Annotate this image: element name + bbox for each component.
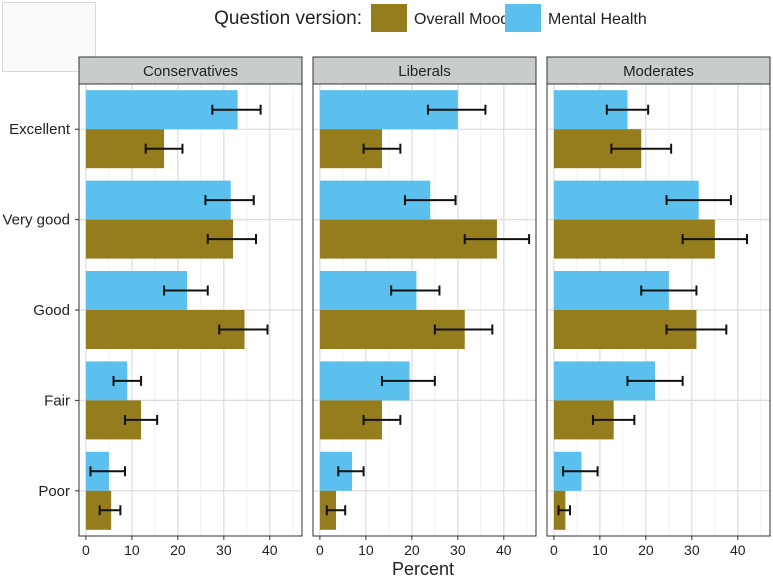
y-tick-label-excellent: Excellent [9, 121, 71, 138]
legend-title: Question version: [214, 8, 362, 29]
y-tick-label-fair: Fair [44, 392, 70, 409]
thumbnail-preview [2, 2, 96, 72]
legend-swatch-overall-mood [371, 4, 407, 32]
x-tick-label: 40 [262, 542, 278, 558]
x-tick-label: 40 [496, 542, 512, 558]
legend-label-mental-health: Mental Health [548, 11, 647, 28]
panel-title-liberals: Liberals [398, 63, 451, 80]
x-tick-label: 0 [316, 542, 324, 558]
panel-title-conservatives: Conservatives [143, 63, 238, 80]
panel-moderates: Moderates 0 10 20 30 40 [546, 56, 771, 558]
bar-conservatives-overall-mood-good [85, 310, 245, 349]
x-tick-label: 20 [404, 542, 420, 558]
legend: Question version: Overall Mood Mental He… [214, 4, 647, 32]
legend-swatch-mental-health [505, 4, 541, 32]
y-tick-label-good: Good [33, 302, 70, 319]
x-tick-label: 30 [450, 542, 466, 558]
x-tick-label: 40 [730, 542, 746, 558]
x-tick-label: 30 [684, 542, 700, 558]
x-tick-label: 0 [82, 542, 90, 558]
x-tick-label: 10 [358, 542, 374, 558]
y-tick-label-very-good: Very good [2, 212, 70, 229]
y-tick-label-poor: Poor [38, 483, 70, 500]
x-tick-label: 10 [592, 542, 608, 558]
panel-liberals: Liberals 0 10 20 30 40 [312, 56, 537, 558]
panel-border-moderates [546, 83, 771, 537]
panel-strip-moderates [546, 56, 771, 85]
legend-label-overall-mood: Overall Mood [414, 11, 509, 28]
x-tick-label: 10 [124, 542, 140, 558]
x-tick-label: 30 [216, 542, 232, 558]
panel-strip-liberals [312, 56, 537, 85]
x-tick-label: 20 [170, 542, 186, 558]
panel-strip-conservatives [78, 56, 303, 85]
x-tick-label: 0 [550, 542, 558, 558]
x-axis-title: Percent [392, 559, 454, 579]
x-tick-label: 20 [638, 542, 654, 558]
panel-border-liberals [312, 83, 537, 537]
panel-title-moderates: Moderates [623, 63, 694, 80]
panel-conservatives: Conservatives 0 10 20 30 40 [78, 56, 303, 558]
